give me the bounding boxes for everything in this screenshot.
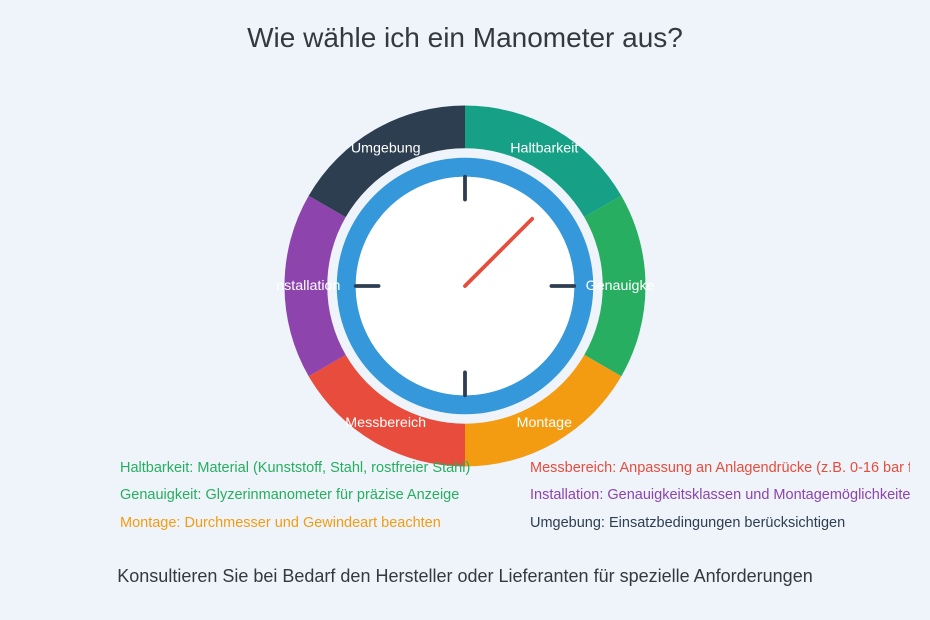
infographic-page: Wie wähle ich ein Manometer aus? Haltbar… — [0, 0, 930, 620]
manometer-gauge: Haltbarkeit Genauigkeit Montage Messbereich… — [275, 96, 655, 476]
footer-note: Konsultieren Sie bei Bedarf den Herstell… — [0, 566, 930, 587]
gauge-segment-label: Installation — [275, 278, 340, 294]
gauge-segment-label: Messbereich — [345, 415, 426, 431]
page-title: Wie wähle ich ein Manometer aus? — [0, 22, 930, 54]
legend-item-messbereich: Messbereich: Anpassung an Anlagendrücke … — [530, 460, 910, 477]
legend-item-montage: Montage: Durchmesser und Gewindeart beac… — [120, 515, 500, 532]
legend-item-genauigkeit: Genauigkeit: Glyzerinmanometer für präzi… — [120, 487, 500, 504]
gauge-segment-label: Genauigkeit — [586, 278, 655, 294]
gauge-segment-label: Haltbarkeit — [510, 140, 578, 156]
legend-item-umgebung: Umgebung: Einsatzbedingungen berücksicht… — [530, 515, 910, 532]
legend-grid: Haltbarkeit: Material (Kunststoff, Stahl… — [120, 460, 910, 532]
gauge-segment-label: Montage — [517, 415, 573, 431]
legend-item-installation: Installation: Genauigkeitsklassen und Mo… — [530, 487, 910, 504]
gauge-segment-label: Umgebung — [351, 140, 421, 156]
gauge-svg: Haltbarkeit Genauigkeit Montage Messbereich… — [275, 96, 655, 476]
legend-item-haltbarkeit: Haltbarkeit: Material (Kunststoff, Stahl… — [120, 460, 500, 477]
